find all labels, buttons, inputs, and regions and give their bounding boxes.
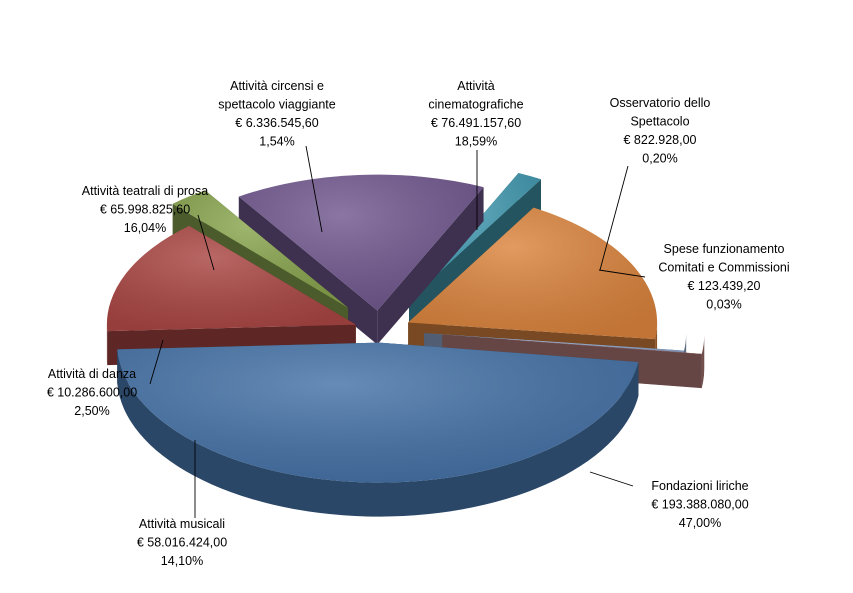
slice-label-line: Fondazioni liriche — [651, 479, 748, 493]
slice-label: Attività circensi e spettacolo viaggiante… — [218, 79, 335, 149]
slice-label-line: 18,59% — [455, 135, 497, 149]
slice-label-line: Attività — [457, 79, 495, 93]
slice-top-shading — [106, 225, 356, 332]
slice-label: Fondazioni liriche € 193.388.080,00 47,00% — [651, 479, 748, 530]
slice-label-line: 1,54% — [259, 135, 294, 149]
slice-label-line: Comitati e Commissioni — [658, 261, 789, 275]
slice-label-line: 2,50% — [74, 404, 109, 418]
slice-label-line: 14,10% — [161, 554, 203, 568]
slice-label-line: 47,00% — [679, 516, 721, 530]
slice-label-line: € 193.388.080,00 — [651, 498, 748, 512]
slice-label-line: € 76.491.157,60 — [431, 116, 521, 130]
slice-label-line: Attività di danza — [48, 367, 136, 381]
leader-line — [589, 471, 634, 487]
pie-slices — [106, 173, 705, 517]
slice-label-line: 0,03% — [706, 298, 741, 312]
slice-label-line: Spese funzionamento — [664, 242, 785, 256]
slice-top-shading — [117, 342, 639, 483]
slice-label-line: € 65.998.825,60 — [100, 203, 190, 217]
slice-label: Attività cinematografiche € 76.491.157,60 1… — [428, 79, 523, 149]
slice-label: Attività musicali € 58.016.424,00 14,10% — [137, 517, 227, 568]
slice-label: Attività teatrali di prosa € 65.998.825,6… — [82, 184, 208, 235]
slice-label-line: € 123.439,20 — [688, 279, 761, 293]
slice-top-shading — [172, 190, 349, 308]
slice-label-line: € 58.016.424,00 — [137, 536, 227, 550]
pie-slice-4 — [238, 174, 484, 345]
slice-label-line: Spettacolo — [630, 115, 689, 129]
slice-label-line: cinematografiche — [428, 98, 523, 112]
leader-line — [305, 145, 323, 233]
slice-label-line: Attività musicali — [139, 517, 225, 531]
slice-label-line: € 6.336.545,60 — [235, 116, 318, 130]
leader-line — [599, 165, 629, 271]
slice-label-line: 16,04% — [124, 221, 166, 235]
slice-label-line: € 10.286.600,00 — [47, 386, 137, 400]
leader-lines — [149, 145, 646, 518]
slice-label: Attività di danza € 10.286.600,00 2,50% — [47, 367, 137, 418]
slice-label-line: spettacolo viaggiante — [218, 98, 335, 112]
slice-outer-wall — [701, 334, 705, 389]
slice-side-wall — [377, 187, 484, 345]
slice-top-shading — [424, 333, 685, 353]
slice-top-shading — [442, 334, 702, 355]
leader-line — [598, 269, 646, 278]
leader-line — [197, 214, 215, 271]
slice-label: Osservatorio dello Spettacolo € 822.928,00… — [610, 96, 711, 166]
slice-label-line: Attività circensi e — [230, 79, 324, 93]
leader-line — [149, 339, 164, 385]
slice-label: Spese funzionamento Comitati e Commission… — [658, 242, 789, 312]
slice-labels: Fondazioni liriche € 193.388.080,00 47,00%… — [47, 79, 790, 568]
slice-label-line: € 822.928,00 — [624, 133, 697, 147]
slice-top-shading — [408, 207, 658, 340]
slice-label-line: 0,20% — [642, 152, 677, 166]
pie-slice-1 — [117, 342, 639, 517]
slice-label-line: Osservatorio dello — [610, 96, 711, 110]
slice-top-shading — [238, 174, 484, 311]
slice-outer-wall — [117, 349, 639, 517]
slice-label-line: Attività teatrali di prosa — [82, 184, 208, 198]
